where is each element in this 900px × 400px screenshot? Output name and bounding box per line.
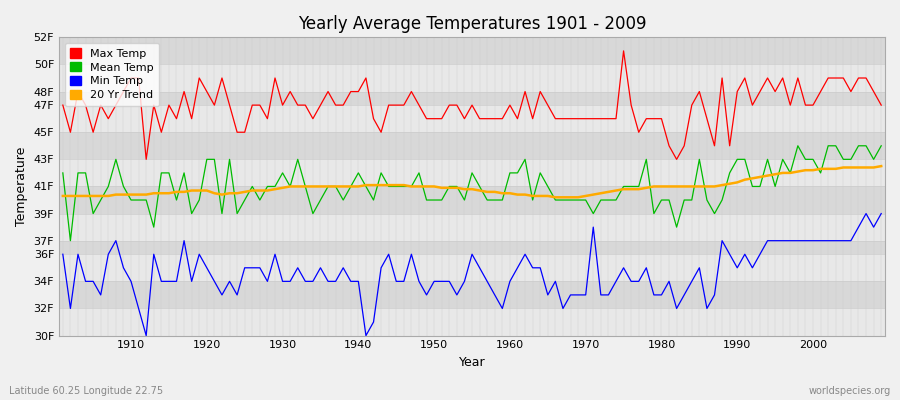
Line: Max Temp: Max Temp [63, 51, 881, 159]
Text: Latitude 60.25 Longitude 22.75: Latitude 60.25 Longitude 22.75 [9, 386, 163, 396]
Max Temp [140, 157, 151, 162]
Bar [59, 214, 885, 241]
Max Temp [338, 103, 348, 108]
Max Temp [618, 48, 629, 53]
Text: worldspecies.org: worldspecies.org [809, 386, 891, 396]
Mean Temp [505, 170, 516, 175]
Min Temp [338, 265, 348, 270]
20 Yr Trend [330, 184, 341, 189]
Title: Yearly Average Temperatures 1901 - 2009: Yearly Average Temperatures 1901 - 2009 [298, 15, 646, 33]
Bar [59, 64, 885, 92]
Mean Temp [292, 157, 303, 162]
Max Temp [512, 116, 523, 121]
Mean Temp [603, 198, 614, 202]
Max Temp [876, 103, 886, 108]
Bar [59, 241, 885, 254]
Line: Min Temp: Min Temp [63, 214, 881, 336]
20 Yr Trend [58, 194, 68, 198]
Min Temp [292, 265, 303, 270]
Min Temp [512, 265, 523, 270]
Bar [59, 254, 885, 281]
20 Yr Trend [497, 191, 508, 196]
Bar [59, 159, 885, 186]
Bar [59, 281, 885, 308]
Bar [59, 105, 885, 132]
Max Temp [118, 89, 129, 94]
Min Temp [505, 279, 516, 284]
Mean Temp [338, 198, 348, 202]
Legend: Max Temp, Mean Temp, Min Temp, 20 Yr Trend: Max Temp, Mean Temp, Min Temp, 20 Yr Tre… [65, 43, 159, 106]
Min Temp [140, 333, 151, 338]
Bar [59, 132, 885, 159]
Bar [59, 186, 885, 214]
Y-axis label: Temperature: Temperature [15, 147, 28, 226]
Min Temp [118, 265, 129, 270]
Max Temp [603, 116, 614, 121]
20 Yr Trend [876, 164, 886, 168]
X-axis label: Year: Year [459, 356, 485, 369]
Mean Temp [58, 170, 68, 175]
20 Yr Trend [284, 184, 295, 189]
Mean Temp [793, 143, 804, 148]
Bar [59, 37, 885, 64]
20 Yr Trend [118, 192, 129, 197]
20 Yr Trend [505, 191, 516, 196]
20 Yr Trend [550, 195, 561, 200]
20 Yr Trend [603, 190, 614, 194]
Mean Temp [512, 170, 523, 175]
Min Temp [603, 292, 614, 297]
Max Temp [58, 103, 68, 108]
Max Temp [292, 103, 303, 108]
Max Temp [505, 103, 516, 108]
Line: 20 Yr Trend: 20 Yr Trend [63, 166, 881, 197]
Mean Temp [876, 143, 886, 148]
Mean Temp [126, 198, 137, 202]
Min Temp [876, 211, 886, 216]
Mean Temp [65, 238, 76, 243]
Line: Mean Temp: Mean Temp [63, 146, 881, 241]
Min Temp [860, 211, 871, 216]
Bar [59, 308, 885, 336]
Bar [59, 92, 885, 105]
Min Temp [58, 252, 68, 257]
